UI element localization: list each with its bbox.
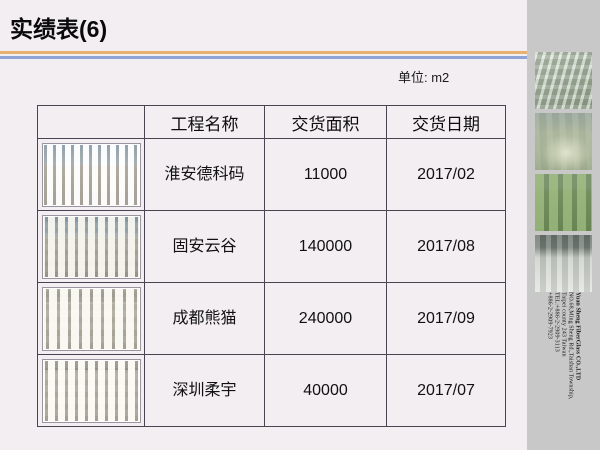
table-row: 固安云谷 140000 2017/08: [37, 210, 506, 283]
cell-delivery-area: 11000: [264, 138, 387, 211]
column-header-project-name: 工程名称: [144, 105, 265, 139]
cell-delivery-area: 240000: [264, 282, 387, 355]
row-thumbnail-cell: [37, 282, 145, 355]
sidebar-photo: [535, 52, 592, 109]
address-city: Taipei county 243 Taiwan: [560, 292, 567, 357]
row-thumbnail-cell: [37, 138, 145, 211]
title-rule-blue: [0, 56, 527, 59]
row-thumbnail-cell: [37, 210, 145, 283]
table-row: 淮安德科码 11000 2017/02: [37, 138, 506, 211]
sidebar-photo: [535, 174, 592, 231]
right-sidebar: Yuan Sheng FiberGlass CO.,LTD NO.68,Ming…: [527, 0, 600, 450]
row-thumbnail-cell: [37, 354, 145, 427]
page-title: 实绩表(6): [10, 16, 108, 42]
cell-delivery-date: 2017/07: [386, 354, 506, 427]
project-photo-thumbnail: [41, 286, 141, 351]
table-row: 深圳柔宇 40000 2017/07: [37, 354, 506, 427]
title-rule-orange: [0, 51, 527, 54]
table-header-row: 工程名称 交货面积 交货日期: [37, 105, 506, 139]
unit-label: 单位: m2: [398, 70, 450, 85]
cell-project-name: 固安云谷: [144, 210, 265, 283]
address-telephone: TEL:+886-2-2909-3113: [553, 292, 560, 352]
column-header-delivery-date: 交货日期: [386, 105, 506, 139]
cell-delivery-area: 40000: [264, 354, 387, 427]
sidebar-photo-strip: [527, 52, 600, 296]
address-company-name: Yuan Sheng FiberGlass CO.,LTD: [574, 292, 581, 381]
column-header-thumbnail: [37, 105, 145, 139]
sidebar-photo: [535, 113, 592, 170]
cell-delivery-area: 140000: [264, 210, 387, 283]
title-bar: 实绩表(6): [0, 0, 527, 52]
table-row: 成都熊猫 240000 2017/09: [37, 282, 506, 355]
column-header-delivery-area: 交货面积: [264, 105, 387, 139]
cell-delivery-date: 2017/02: [386, 138, 506, 211]
address-telephone-alt: +886-2-2909-7923: [546, 292, 553, 339]
cell-project-name: 淮安德科码: [144, 138, 265, 211]
cell-project-name: 深圳柔宇: [144, 354, 265, 427]
address-street: NO.68,Ming Sheng Rd.,Taishan Township,: [567, 292, 574, 400]
cell-delivery-date: 2017/09: [386, 282, 506, 355]
cell-delivery-date: 2017/08: [386, 210, 506, 283]
cell-project-name: 成都熊猫: [144, 282, 265, 355]
project-photo-thumbnail: [41, 142, 141, 207]
sidebar-photo: [535, 235, 592, 292]
performance-table: 工程名称 交货面积 交货日期 淮安德科码 11000 2017/02: [37, 105, 506, 427]
project-photo-thumbnail: [41, 358, 141, 423]
company-address-block: Yuan Sheng FiberGlass CO.,LTD NO.68,Ming…: [527, 288, 600, 428]
project-photo-thumbnail: [41, 214, 141, 279]
